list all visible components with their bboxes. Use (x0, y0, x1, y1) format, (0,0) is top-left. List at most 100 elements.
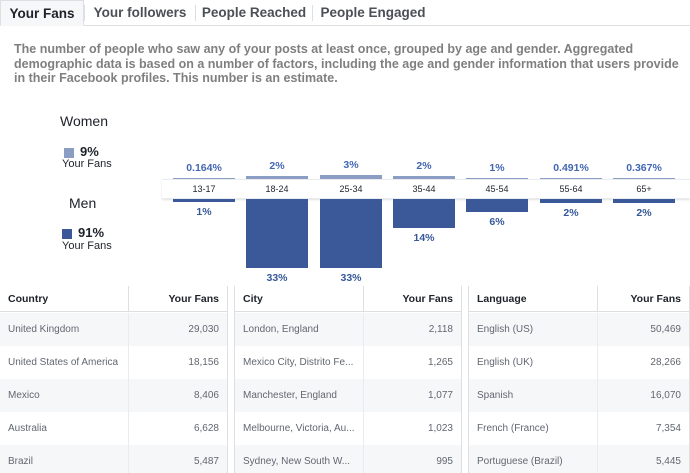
women-bar[interactable] (246, 176, 308, 179)
table-header: Language Your Fans (469, 286, 689, 312)
women-data-label: 0.367% (626, 161, 662, 174)
men-data-label: 33% (266, 272, 288, 285)
women-data-label: 0.164% (186, 161, 222, 174)
men-data-label: 1% (196, 206, 212, 218)
your-fans-column-header[interactable]: Your Fans (402, 293, 453, 305)
country-cell: Australia (8, 423, 47, 434)
tab-bar: Your Fans Your followers People Reached … (0, 0, 690, 26)
table-row: Mexico 8,406 (0, 379, 227, 412)
city-column-header[interactable]: City (243, 293, 263, 305)
column-divider (363, 286, 364, 312)
table-row: Mexico City, Distrito Fe... 1,265 (235, 346, 461, 379)
column-divider (363, 379, 364, 412)
fans-count-cell: 1,023 (427, 423, 453, 434)
tab-people-engaged[interactable]: People Engaged (320, 5, 426, 20)
men-bar[interactable] (540, 199, 602, 204)
fans-count-cell: 29,030 (188, 324, 219, 335)
city-table: City Your Fans London, England 2,118 Mexico … (234, 286, 462, 473)
men-bar[interactable] (466, 199, 528, 212)
table-row: United Kingdom 29,030 (0, 313, 227, 346)
women-bar[interactable] (613, 177, 675, 179)
country-cell: Brazil (8, 456, 34, 467)
women-bar[interactable] (540, 177, 602, 179)
age-tick-label: 45-54 (485, 184, 509, 194)
city-cell: Mexico City, Distrito Fe... (243, 357, 354, 368)
table-row: Melbourne, Victoria, Au... 1,023 (235, 412, 461, 445)
tab-people-reached[interactable]: People Reached (201, 5, 307, 20)
fans-count-cell: 50,469 (650, 324, 681, 335)
table-row: Spanish 16,070 (469, 379, 689, 412)
country-cell: United States of America (8, 357, 119, 368)
women-data-label: 2% (416, 160, 432, 173)
country-cell: Mexico (8, 390, 40, 401)
column-divider (597, 412, 598, 445)
fans-count-cell: 6,628 (193, 423, 219, 434)
tab-your-followers[interactable]: Your followers (93, 5, 187, 20)
women-bar[interactable] (320, 174, 382, 179)
men-data-label: 33% (340, 272, 362, 285)
language-cell: English (US) (477, 324, 534, 335)
tab-divider (195, 5, 196, 21)
table-row: French (France) 7,354 (469, 412, 689, 445)
fans-count-cell: 2,118 (428, 324, 453, 335)
column-divider (597, 286, 598, 312)
legend-women-subtitle: Your Fans (62, 158, 112, 170)
women-bar[interactable] (173, 177, 235, 179)
column-divider (128, 412, 129, 445)
women-data-label: 0.491% (553, 161, 589, 174)
men-bar[interactable] (393, 199, 455, 229)
fans-count-cell: 18,156 (188, 357, 219, 368)
men-bar[interactable] (246, 199, 308, 269)
column-divider (128, 286, 129, 312)
fans-count-cell: 1,265 (427, 357, 453, 368)
city-cell: Manchester, England (243, 390, 337, 401)
legend-men-swatch (62, 229, 72, 239)
language-cell: French (France) (477, 423, 549, 434)
column-divider (363, 346, 364, 379)
table-header: Country Your Fans (0, 286, 227, 312)
age-tick-label: 18-24 (265, 184, 289, 194)
column-divider (363, 412, 364, 445)
column-divider (128, 379, 129, 412)
language-cell: English (UK) (477, 357, 534, 368)
chart-description: The number of people who saw any of your… (14, 42, 679, 86)
men-data-label: 2% (636, 207, 652, 220)
legend-men-title: Men (69, 195, 97, 211)
women-bar[interactable] (466, 177, 528, 179)
men-bar[interactable] (613, 199, 675, 204)
country-table: Country Your Fans United Kingdom 29,030 Unit… (0, 286, 228, 473)
fans-count-cell: 28,266 (650, 357, 681, 368)
column-divider (363, 313, 364, 346)
fans-count-cell: 16,070 (650, 390, 681, 401)
your-fans-column-header[interactable]: Your Fans (168, 293, 219, 305)
table-row: Brazil 5,487 (0, 445, 227, 473)
table-row: London, England 2,118 (235, 313, 461, 346)
age-tick-label: 65+ (636, 184, 652, 194)
city-cell: London, England (243, 324, 319, 335)
fans-count-cell: 1,077 (427, 390, 453, 401)
city-cell: Sydney, New South W... (243, 456, 351, 467)
column-divider (597, 445, 598, 473)
women-data-label: 1% (489, 161, 505, 174)
column-divider (363, 445, 364, 473)
men-bar[interactable] (173, 199, 235, 202)
table-row: Manchester, England 1,077 (235, 379, 461, 412)
fans-count-cell: 5,487 (193, 456, 219, 467)
your-fans-column-header[interactable]: Your Fans (630, 293, 681, 305)
men-bar[interactable] (320, 199, 382, 269)
legend-women-swatch (64, 148, 74, 158)
top-fans-tables: Country Your Fans United Kingdom 29,030 Unit… (0, 286, 690, 473)
tab-divider (312, 5, 313, 21)
tab-divider (84, 5, 85, 21)
women-bar[interactable] (393, 176, 455, 179)
language-column-header[interactable]: Language (477, 293, 527, 305)
column-divider (597, 346, 598, 379)
country-column-header[interactable]: Country (8, 293, 49, 305)
tab-your-fans[interactable]: Your Fans (0, 0, 84, 26)
table-row: English (UK) 28,266 (469, 346, 689, 379)
table-row: United States of America 18,156 (0, 346, 227, 379)
column-divider (128, 313, 129, 346)
column-divider (597, 379, 598, 412)
language-table: Language Your Fans English (US) 50,469 Engli… (468, 286, 690, 473)
table-row: Portuguese (Brazil) 5,445 (469, 445, 689, 473)
